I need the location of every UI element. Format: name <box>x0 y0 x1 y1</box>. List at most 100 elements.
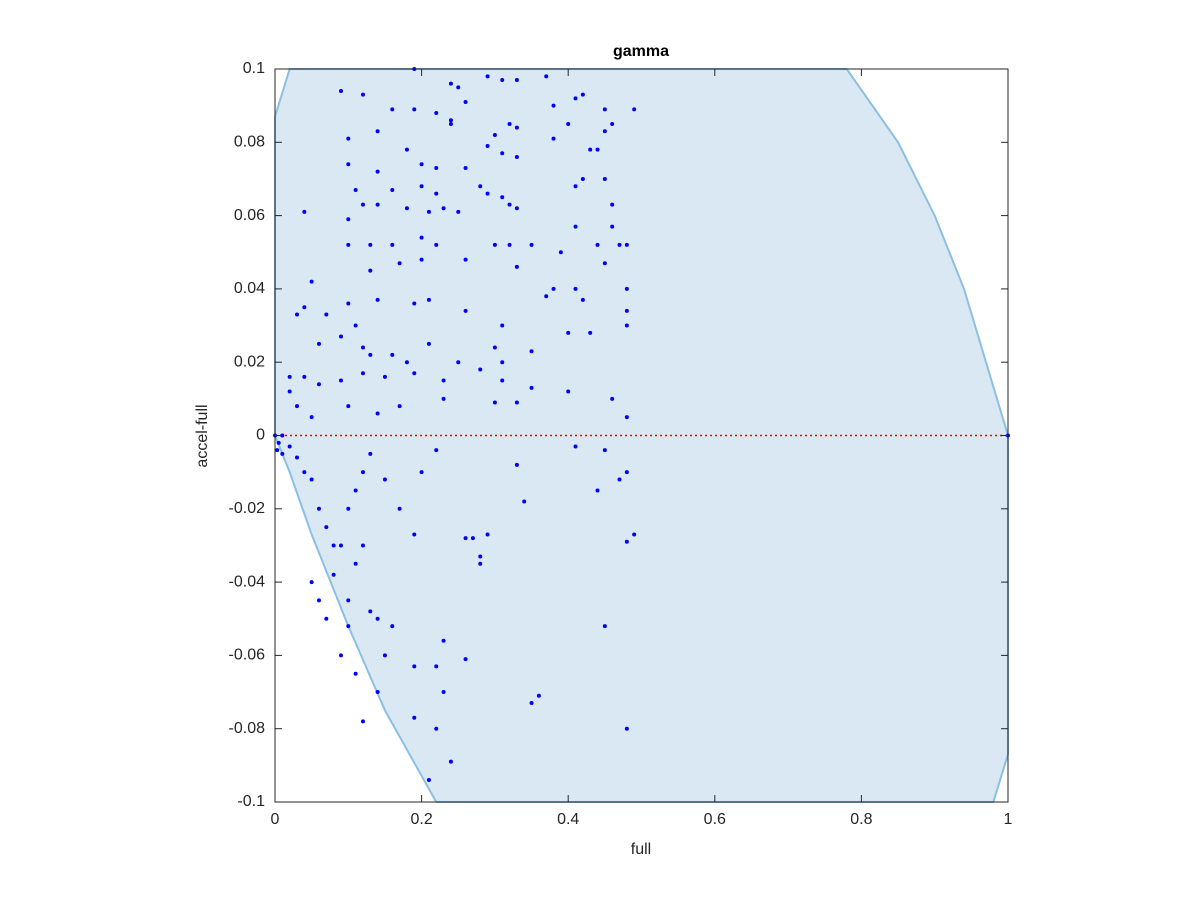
point <box>412 107 417 112</box>
point <box>500 323 505 328</box>
point <box>492 400 497 405</box>
point <box>478 367 483 372</box>
point <box>375 169 380 174</box>
point <box>382 477 387 482</box>
point <box>316 341 321 346</box>
point <box>617 477 622 482</box>
point <box>588 330 593 335</box>
point <box>346 217 351 222</box>
point <box>610 396 615 401</box>
x-tick-label: 1 <box>1004 811 1013 828</box>
point <box>375 690 380 695</box>
point <box>353 561 358 566</box>
point <box>492 345 497 350</box>
point <box>426 209 431 214</box>
point <box>412 532 417 537</box>
point <box>434 664 439 669</box>
point <box>302 470 307 475</box>
point <box>500 151 505 156</box>
point <box>360 719 365 724</box>
point <box>302 305 307 310</box>
point <box>595 242 600 247</box>
point <box>404 360 409 365</box>
point <box>426 297 431 302</box>
point <box>456 209 461 214</box>
point <box>382 653 387 658</box>
point <box>275 448 280 453</box>
point <box>309 415 314 420</box>
point <box>324 312 329 317</box>
point <box>375 202 380 207</box>
x-tick-label: 0.2 <box>410 811 432 828</box>
point <box>419 257 424 262</box>
point <box>573 96 578 101</box>
point <box>434 110 439 115</box>
point <box>353 323 358 328</box>
point <box>463 165 468 170</box>
point <box>558 250 563 255</box>
point <box>456 360 461 365</box>
point <box>500 77 505 82</box>
point <box>324 525 329 530</box>
point <box>346 162 351 167</box>
point <box>573 444 578 449</box>
point <box>514 462 519 467</box>
point <box>551 286 556 291</box>
point <box>346 598 351 603</box>
point <box>624 242 629 247</box>
point <box>632 107 637 112</box>
point <box>500 378 505 383</box>
point <box>426 341 431 346</box>
point <box>412 715 417 720</box>
point <box>360 371 365 376</box>
point <box>485 143 490 148</box>
point <box>463 257 468 262</box>
point <box>514 264 519 269</box>
point <box>434 242 439 247</box>
point <box>463 657 468 662</box>
point <box>287 444 292 449</box>
point <box>346 242 351 247</box>
point <box>419 184 424 189</box>
point <box>529 242 534 247</box>
point <box>375 129 380 134</box>
y-tick-label: -0.06 <box>229 647 266 664</box>
point <box>294 312 299 317</box>
point <box>500 360 505 365</box>
point <box>610 224 615 229</box>
point <box>434 165 439 170</box>
point <box>514 400 519 405</box>
point <box>434 191 439 196</box>
point <box>360 345 365 350</box>
point <box>448 121 453 126</box>
x-tick-label: 0 <box>271 811 280 828</box>
point <box>338 88 343 93</box>
point <box>346 624 351 629</box>
point <box>338 653 343 658</box>
point <box>617 242 622 247</box>
y-tick-label: 0 <box>256 427 265 444</box>
point <box>463 99 468 104</box>
point <box>404 147 409 152</box>
point <box>441 638 446 643</box>
point <box>382 374 387 379</box>
point <box>360 202 365 207</box>
point <box>419 235 424 240</box>
point <box>346 136 351 141</box>
y-tick-label: 0.1 <box>243 60 265 77</box>
point <box>624 470 629 475</box>
point <box>514 206 519 211</box>
point <box>507 202 512 207</box>
y-tick-label: -0.04 <box>229 573 266 590</box>
point <box>309 279 314 284</box>
point <box>610 121 615 126</box>
point <box>624 539 629 544</box>
point <box>492 132 497 137</box>
point <box>485 74 490 79</box>
point <box>287 374 292 379</box>
chart-title: gamma <box>613 43 669 60</box>
point <box>280 451 285 456</box>
point <box>470 536 475 541</box>
point <box>412 664 417 669</box>
point <box>426 778 431 783</box>
